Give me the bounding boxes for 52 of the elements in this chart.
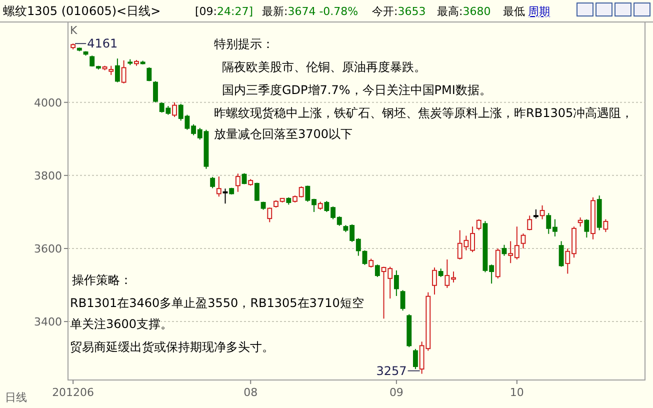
candlestick [114,58,120,83]
y-tick-label: 4000 [34,96,62,110]
candlestick [558,240,564,268]
chart-title: 螺纹1305 (010605)<日线> [3,4,161,18]
annotation: 3257 [376,364,407,378]
y-tick-label: 3400 [34,316,62,329]
candlestick [121,60,126,84]
candlestick [362,250,368,266]
candlestick [527,215,532,231]
text: 日线 [5,391,27,404]
candlestick [394,270,399,296]
candlestick [222,188,228,204]
candlestick [413,348,418,370]
x-tick-label: 09 [389,386,404,399]
candlestick [533,208,538,220]
y-tick-label: 3600 [34,242,62,256]
candlestick [374,264,380,278]
candlestick [172,102,177,118]
candlestick [476,218,482,231]
annotation: 贸易商延缓出货或保持期现净多头寸。 [70,340,274,354]
text: 最低 [503,5,525,18]
candlestick [502,244,507,256]
text: [09:24:27] [195,5,253,18]
candlestick [235,173,240,192]
text: 今开:3653 [372,5,426,18]
candlestick [520,233,526,249]
x-tick-label: 08 [244,386,258,399]
candlestick [603,218,608,233]
candlestick [254,182,260,202]
text: 最新:3674 -0.78% [262,5,358,18]
candlestick [584,218,590,238]
x-tick-label: 10 [510,386,524,399]
annotation: K [70,24,78,37]
annotation: 隔夜欧美股市、伦铜、原油再度暴跌。 [222,60,426,74]
x-tick-label: 201206 [52,386,94,399]
text: 最高:3680 [437,5,491,18]
annotation: 国内三季度GDP增7.7%，今日关注中国PMI数据。 [222,83,492,97]
candlestick [432,266,437,296]
annotation: RB1301在3460多单止盈3550，RB1305在3710短空单关注3600支撑。 [70,296,364,331]
candlestick [210,176,216,189]
candlestick [540,204,545,220]
candlestick [216,176,222,198]
annotation: 操作策略： [72,273,132,287]
candlestick [267,207,272,223]
annotation: 昨螺纹现货稳中上涨，铁矿石、钢坯、焦炭等原料上涨，昨RB1305冲高遇阻，放量减仓回落至3700以下 [214,106,634,141]
candlestick [578,216,583,228]
annotation: 特别提示： [214,37,274,51]
candlestick [146,66,152,82]
candlestick [400,290,406,312]
candlestick [153,80,158,103]
y-tick-label: 3800 [34,169,62,182]
annotation: 4161 [87,36,118,51]
